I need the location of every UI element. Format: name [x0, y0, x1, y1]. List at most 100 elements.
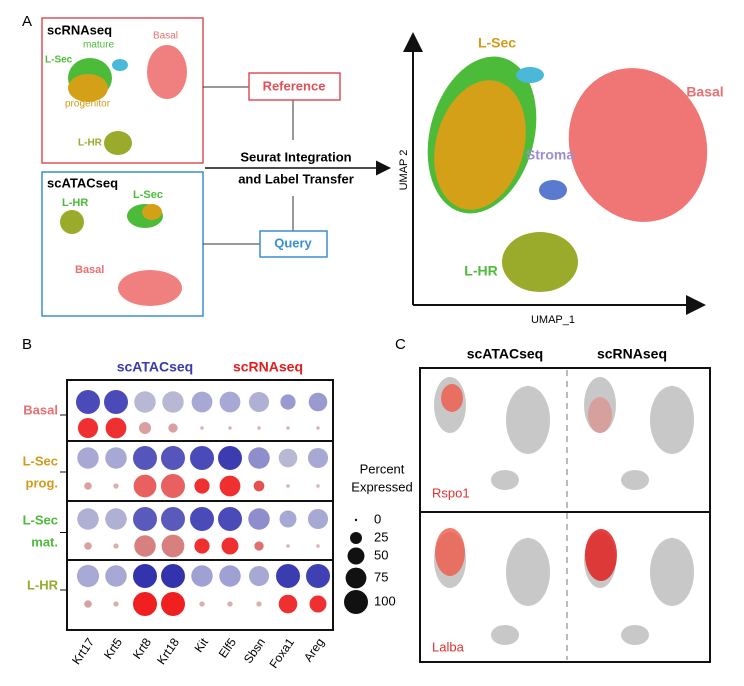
atac-dot: [162, 391, 184, 413]
atac-dot: [190, 446, 214, 470]
rna-dot: [77, 417, 99, 439]
atac-dot: [219, 565, 241, 587]
legend-label: 75: [374, 569, 388, 584]
umap-blob: [434, 80, 526, 210]
cluster-label: Stroma: [526, 147, 574, 163]
umap-blob: [539, 180, 567, 200]
umap-blob: [584, 377, 616, 433]
reference-box: [41, 17, 204, 164]
rna-dot: [221, 537, 239, 555]
rna-dot: [316, 484, 320, 488]
umap-blob: [568, 68, 708, 222]
cluster-label: Basal: [686, 84, 723, 100]
rna-dot: [286, 544, 290, 548]
rna-dot: [139, 422, 151, 434]
umap-blob: [516, 67, 544, 83]
row-label: L-HR: [27, 577, 59, 592]
rna-dot: [161, 592, 185, 616]
connector: [203, 86, 294, 245]
legend-label: 0: [374, 511, 381, 526]
legend-dot: [345, 567, 367, 589]
atac-dot: [307, 447, 329, 469]
rna-dot: [316, 426, 320, 430]
rna-dot: [254, 541, 264, 551]
rna-dot: [134, 535, 156, 557]
atac-dot: [248, 391, 270, 413]
expression-overlay: [441, 384, 463, 412]
rna-dot: [219, 475, 241, 497]
rna-dot: [253, 480, 265, 492]
axis-label: UMAP 2: [398, 150, 410, 191]
atac-dot: [77, 447, 99, 469]
rna-dot: [228, 426, 232, 430]
cluster-label: L-Sec: [478, 35, 516, 51]
atac-dot: [77, 508, 99, 530]
arrow-label: Seurat Integration: [240, 149, 351, 164]
umap-blob: [60, 210, 84, 234]
umap-blob: [621, 625, 649, 645]
legend-title: Percent: [360, 461, 405, 476]
legend-dot: [354, 518, 358, 522]
umap-blob: [104, 131, 132, 155]
rna-dot: [84, 542, 92, 550]
row-label: prog.: [26, 475, 59, 490]
atac-dot: [76, 564, 100, 588]
legend-label: 100: [374, 593, 396, 608]
rna-dot: [256, 601, 262, 607]
umap-blob: [621, 470, 649, 490]
expression-overlay: [585, 529, 617, 581]
gene-label: Sbsn: [241, 636, 268, 666]
panel-frame: [419, 367, 711, 663]
cluster-label: Basal: [153, 31, 178, 42]
umap-blob: [147, 45, 187, 99]
rna-dot: [105, 417, 127, 439]
rna-dot: [84, 600, 92, 608]
umap-blob: [118, 270, 182, 306]
atac-dot: [161, 564, 185, 588]
gene-label: Rspo1: [432, 485, 470, 500]
tag-label: Query: [274, 235, 312, 250]
umap-blob: [506, 386, 550, 454]
cluster-label: Basal: [75, 264, 104, 276]
rna-dot: [133, 592, 157, 616]
umap-blob: [112, 59, 128, 71]
column-header: scATACseq: [467, 346, 544, 362]
gene-label: Krt5: [101, 635, 125, 661]
row-divider: [67, 440, 333, 561]
gene-label: Foxa1: [266, 635, 297, 671]
plot-frame: [66, 379, 334, 631]
gene-label: Kit: [192, 635, 212, 655]
cluster-label: mature: [83, 40, 115, 51]
atac-dot: [218, 507, 242, 531]
column-header: scRNAseq: [597, 346, 667, 362]
group-label: scATACseq: [117, 359, 194, 375]
box-title: scATACseq: [47, 175, 118, 190]
tag-label: Reference: [263, 78, 326, 93]
umap-blob: [650, 538, 694, 606]
atac-dot: [76, 390, 100, 414]
atac-dot: [306, 564, 330, 588]
legend-dot: [344, 590, 368, 614]
panel-label: A: [22, 13, 32, 30]
cluster-label: L-Sec: [133, 189, 163, 201]
rna-dot: [161, 474, 185, 498]
cluster-label: L-HR: [78, 138, 103, 149]
atac-dot: [280, 394, 296, 410]
legend-dot: [347, 547, 365, 565]
row-label: L-Sec: [23, 512, 58, 527]
cluster-label: L-HR: [464, 263, 497, 279]
rna-dot: [133, 474, 157, 498]
atac-dot: [307, 508, 329, 530]
umap-blob: [491, 625, 519, 645]
gene-label: Areg: [301, 636, 327, 665]
dot-plot: [66, 379, 334, 631]
umap-blob: [650, 386, 694, 454]
atac-dot: [278, 448, 298, 468]
rna-dot: [84, 482, 92, 490]
rna-dot: [227, 601, 233, 607]
row-label: L-Sec: [23, 453, 58, 468]
arrow-label: and Label Transfer: [238, 171, 354, 186]
atac-dot: [191, 565, 213, 587]
gene-label: Lalba: [432, 639, 465, 654]
